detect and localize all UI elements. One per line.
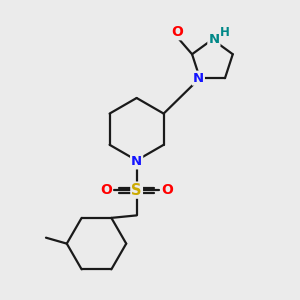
Text: O: O (100, 183, 112, 197)
Text: O: O (171, 25, 183, 39)
Text: N: N (208, 33, 220, 46)
Text: N: N (131, 155, 142, 168)
Text: H: H (220, 26, 230, 38)
Text: S: S (131, 183, 142, 198)
Text: O: O (161, 183, 173, 197)
Text: N: N (193, 72, 204, 85)
